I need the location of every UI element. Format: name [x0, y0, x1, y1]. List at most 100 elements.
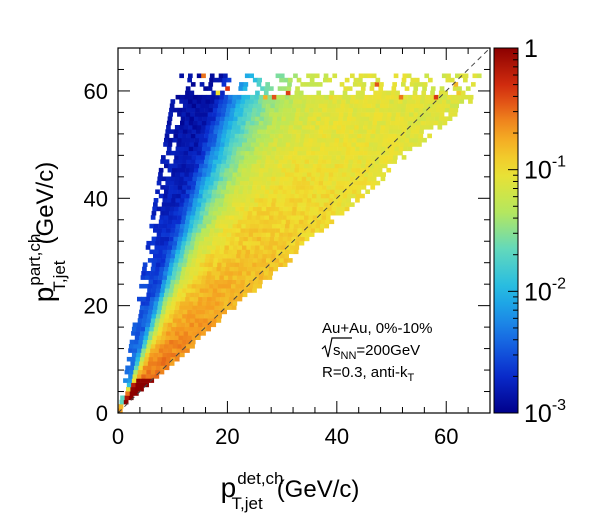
heatmap-cell-151 [157, 331, 163, 336]
heatmap-cell-2400 [380, 99, 386, 104]
heatmap-cell-2167 [207, 112, 213, 117]
heatmap-cell-655 [185, 245, 190, 250]
heatmap-cell-862 [298, 223, 303, 229]
heatmap-cell-338 [203, 292, 208, 298]
heatmap-cell-1806 [212, 137, 217, 143]
heatmap-cell-183 [145, 322, 151, 328]
heatmap-cell-1313 [353, 180, 359, 186]
heatmap-cell-184 [150, 322, 155, 328]
heatmap-cell-1038 [161, 202, 167, 207]
heatmap-cell-2036 [184, 120, 190, 126]
heatmap-cell-3 [123, 399, 129, 405]
heatmap-cell-840 [201, 223, 207, 229]
heatmap-cell-1383 [223, 172, 229, 177]
heatmap-cell-1729 [376, 146, 382, 152]
heatmap-cell-1487 [234, 163, 239, 169]
heatmap-cell-413 [201, 279, 206, 285]
heatmap-cell-2513 [443, 90, 448, 96]
heatmap-cell-1922 [200, 129, 206, 134]
heatmap-cell-1102 [245, 198, 251, 203]
x-tick-label-3: 60 [434, 424, 458, 449]
heatmap-cell-1228 [190, 185, 196, 190]
heatmap-cell-2376 [275, 99, 281, 104]
heatmap-cell-1914 [165, 129, 171, 134]
heatmap-cell-2298 [217, 103, 223, 109]
heatmap-cell-1950 [323, 129, 328, 134]
heatmap-cell-76 [140, 352, 146, 358]
heatmap-cell-699 [225, 240, 230, 246]
heatmap-cell-1567 [361, 159, 367, 164]
heatmap-cell-2447 [293, 94, 299, 100]
heatmap-cell-1158 [294, 193, 300, 199]
heatmap-cell-2165 [199, 112, 204, 117]
heatmap-cell-1210 [317, 189, 322, 194]
heatmap-cell-267 [183, 305, 189, 310]
heatmap-cell-1307 [327, 180, 332, 186]
heatmap-cell-2183 [277, 112, 283, 117]
heatmap-cell-1962 [375, 129, 381, 134]
heatmap-cell-1574 [392, 159, 397, 164]
heatmap-cell-280 [145, 301, 150, 306]
heatmap-cell-1704 [267, 146, 273, 152]
heatmap-cell-1198 [264, 189, 270, 194]
heatmap-cell-1828 [308, 137, 314, 143]
heatmap-cell-1460 [338, 167, 343, 173]
heatmap-cell-1749 [220, 142, 225, 147]
colorbar-frame [493, 47, 519, 414]
heatmap-cell-1673 [363, 150, 368, 156]
heatmap-cell-1869 [230, 133, 235, 139]
heatmap-cell-1079 [341, 202, 346, 207]
heatmap-cell-873 [176, 219, 182, 225]
heatmap-cell-774 [248, 232, 254, 237]
heatmap-cell-2228 [190, 107, 196, 113]
heatmap-cell-1534 [217, 159, 222, 164]
heatmap-cell-1658 [297, 150, 303, 156]
heatmap-cell-406 [170, 279, 176, 285]
heatmap-cell-1426 [189, 167, 195, 173]
heatmap-cell-874 [180, 219, 186, 225]
heatmap-cell-2534 [391, 86, 397, 91]
heatmap-cell-366 [226, 288, 231, 293]
heatmap-cell-1701 [254, 146, 260, 152]
heatmap-cell-1916 [174, 129, 179, 134]
heatmap-cell-1323 [174, 176, 180, 182]
heatmap-cell-1637 [205, 150, 211, 156]
heatmap-cell-864 [306, 223, 312, 229]
heatmap-cell-889 [246, 219, 252, 225]
heatmap-cell-1186 [212, 189, 217, 194]
heatmap-cell-1345 [271, 176, 276, 182]
heatmap-cell-2139 [364, 116, 370, 121]
heatmap-cell-2057 [276, 120, 281, 126]
heatmap-cell-590 [188, 253, 193, 259]
heatmap-cell-702 [238, 240, 244, 246]
heatmap-cell-284 [162, 301, 168, 306]
heatmap-cell-434 [171, 275, 176, 280]
heatmap-cell-852 [254, 223, 260, 229]
heatmap-cell-281 [149, 301, 155, 306]
heatmap-cell-2297 [213, 103, 219, 109]
heatmap-cell-45 [138, 365, 144, 371]
heatmap-cell-665 [228, 245, 234, 250]
heatmap-cell-2326 [340, 103, 346, 109]
heatmap-cell-1233 [212, 185, 218, 190]
heatmap-cell-44 [134, 365, 139, 371]
heatmap-cell-1970 [410, 129, 416, 134]
heatmap-cell-1174 [155, 189, 160, 194]
heatmap-cell-1423 [176, 167, 182, 173]
colorbar-tick-label-0: 1 [524, 35, 538, 63]
heatmap-cell-21 [131, 378, 137, 383]
colorbar-ticks [508, 53, 518, 414]
heatmap-cell-1327 [192, 176, 198, 182]
heatmap-cell-1090 [193, 198, 198, 203]
heatmap-cell-315 [198, 296, 203, 302]
heatmap-cell-1531 [204, 159, 209, 164]
heatmap-cell-1705 [271, 146, 277, 152]
heatmap-cell-766 [213, 232, 219, 237]
heatmap-cell-104 [146, 344, 152, 349]
heatmap-cell-2055 [267, 120, 273, 126]
heatmap-cell-1639 [214, 150, 219, 156]
heatmap-cell-2222 [452, 112, 458, 117]
heatmap-cell-839 [197, 223, 203, 229]
heatmap-cell-2046 [228, 120, 233, 126]
heatmap-cell-2245 [265, 107, 270, 113]
